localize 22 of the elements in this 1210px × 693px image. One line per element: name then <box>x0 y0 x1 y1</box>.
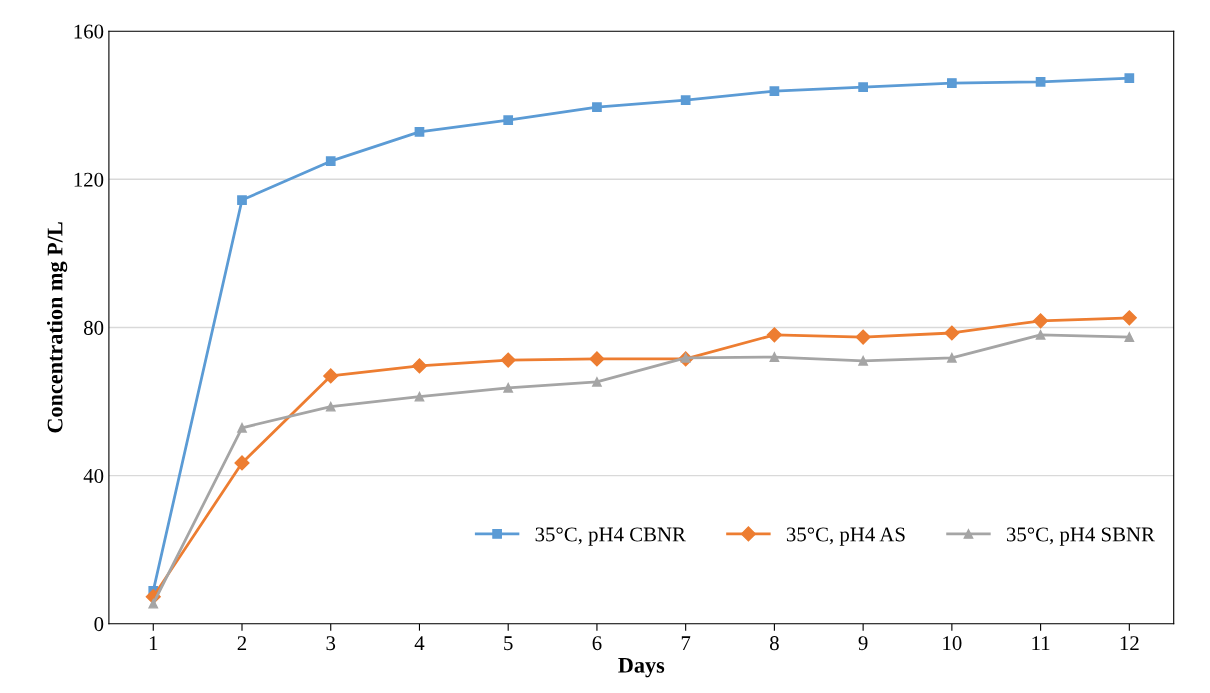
y-tick-label: 120 <box>74 172 104 187</box>
x-tick-label: 10 <box>943 636 962 651</box>
y-tick-label: 40 <box>83 468 104 483</box>
y-tick-label: 80 <box>84 320 104 335</box>
legend-label: 35°C, pH4 SBNR <box>1006 527 1155 546</box>
legend-label: 35°C, pH4 CBNR <box>535 527 686 546</box>
x-tick-label: 8 <box>769 636 779 651</box>
x-axis-title: Days <box>618 657 665 678</box>
x-tick-label: 11 <box>1032 636 1050 650</box>
y-tick-label: 160 <box>74 24 104 39</box>
x-tick-label: 3 <box>326 636 336 651</box>
x-tick-label: 1 <box>149 636 158 650</box>
x-tick-label: 12 <box>1120 636 1139 650</box>
x-tick-label: 2 <box>237 636 247 650</box>
x-tick-label: 6 <box>592 636 602 651</box>
x-tick-label: 7 <box>681 636 691 650</box>
legend-label: 35°C, pH4 AS <box>786 527 905 546</box>
x-tick-label: 4 <box>414 636 425 650</box>
y-tick-label: 0 <box>94 617 104 632</box>
x-tick-label: 5 <box>504 636 513 651</box>
y-axis-title: Concentration mg P/L <box>46 222 68 433</box>
x-tick-label: 9 <box>858 636 868 651</box>
